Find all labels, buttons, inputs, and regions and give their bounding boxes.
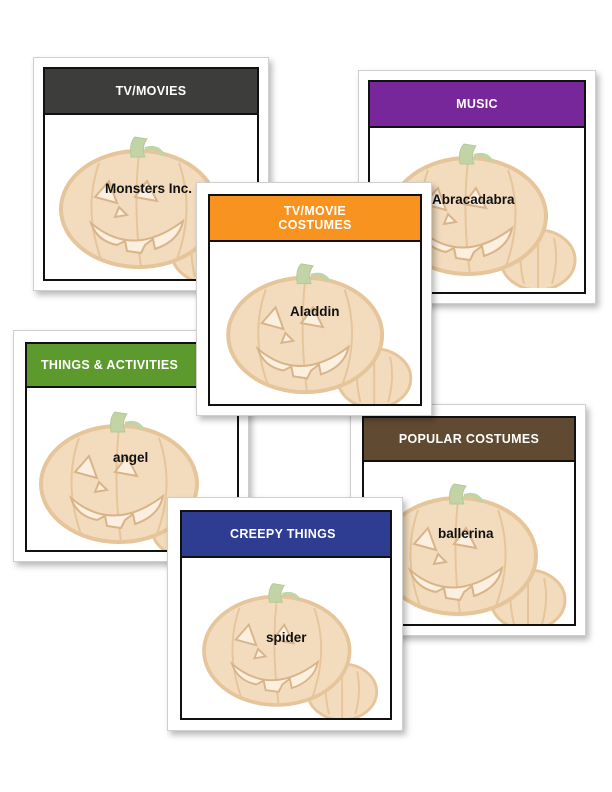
card-header-label: POPULAR COSTUMES <box>398 432 540 446</box>
card-frame: TV/MOVIE COSTUMES Aladdin <box>208 194 422 406</box>
card-header-label: THINGS & ACTIVITIES <box>41 358 179 372</box>
card-tv-movies: TV/MOVIES Monsters Inc. <box>33 57 269 291</box>
card-word: Aladdin <box>290 304 340 319</box>
card-header-label: CREEPY THINGS <box>230 527 336 541</box>
card-word: spider <box>266 630 307 645</box>
pumpkin-icon <box>226 261 413 404</box>
card-tv-movie-costumes: TV/MOVIE COSTUMES Aladdin <box>196 182 432 416</box>
card-frame: TV/MOVIES Monsters Inc. <box>43 67 259 281</box>
pumpkin-icon <box>202 581 379 718</box>
card-header-tv-movies: TV/MOVIES <box>45 69 257 115</box>
card-header-label: TV/MOVIES <box>115 84 187 98</box>
card-popular-costumes: POPULAR COSTUMES ballerina <box>350 404 586 636</box>
card-header-popular-costumes: POPULAR COSTUMES <box>364 418 574 462</box>
card-word: Monsters Inc. <box>105 181 193 196</box>
card-creepy-things: CREEPY THINGS spider <box>167 497 403 731</box>
card-header-music: MUSIC <box>370 82 584 128</box>
card-header-tv-movie-costumes: TV/MOVIE COSTUMES <box>210 196 420 242</box>
card-word: angel <box>113 450 149 465</box>
card-word: Abracadabra <box>432 192 515 207</box>
card-header-label: MUSIC <box>456 97 498 111</box>
card-header-creepy-things: CREEPY THINGS <box>182 512 390 558</box>
card-word: ballerina <box>438 526 494 541</box>
card-frame: CREEPY THINGS spider <box>180 510 392 720</box>
card-header-label: TV/MOVIE COSTUMES <box>278 204 352 232</box>
